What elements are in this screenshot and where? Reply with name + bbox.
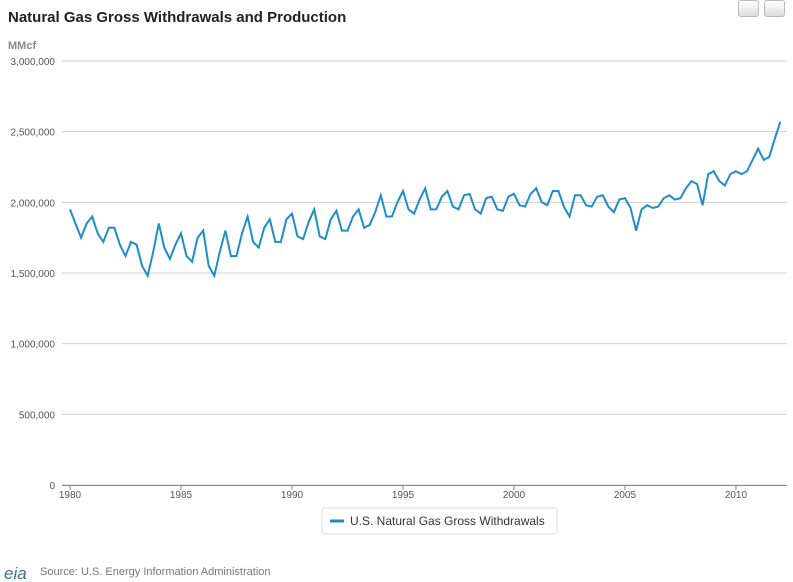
y-tick-label: 1,500,000: [11, 269, 56, 280]
y-tick-label: 1,000,000: [11, 340, 56, 351]
download-button[interactable]: [764, 0, 785, 17]
chart-title: Natural Gas Gross Withdrawals and Produc…: [8, 9, 346, 26]
y-tick-label: 2,500,000: [11, 128, 56, 139]
logo: eia: [4, 564, 27, 582]
legend-box: [321, 507, 558, 535]
x-tick-label: 2005: [614, 490, 637, 501]
series-line: [69, 121, 782, 279]
x-tick-label: 2000: [503, 490, 526, 501]
x-tick-label: 1985: [170, 490, 193, 501]
print-button[interactable]: [738, 0, 759, 17]
x-tick-label: 1995: [392, 490, 415, 501]
x-tick-label: 2010: [725, 490, 748, 501]
y-tick-label: 500,000: [19, 410, 56, 421]
y-axis-unit: MMcf: [8, 40, 36, 52]
source-note: Source: U.S. Energy Information Administ…: [40, 566, 271, 578]
y-tick-label: 0: [49, 481, 55, 492]
x-tick-label: 1980: [59, 490, 82, 501]
legend-label: U.S. Natural Gas Gross Withdrawals: [350, 514, 545, 528]
x-tick-label: 1990: [281, 490, 304, 501]
y-tick-label: 3,000,000: [11, 57, 56, 68]
y-tick-label: 2,000,000: [11, 198, 56, 209]
